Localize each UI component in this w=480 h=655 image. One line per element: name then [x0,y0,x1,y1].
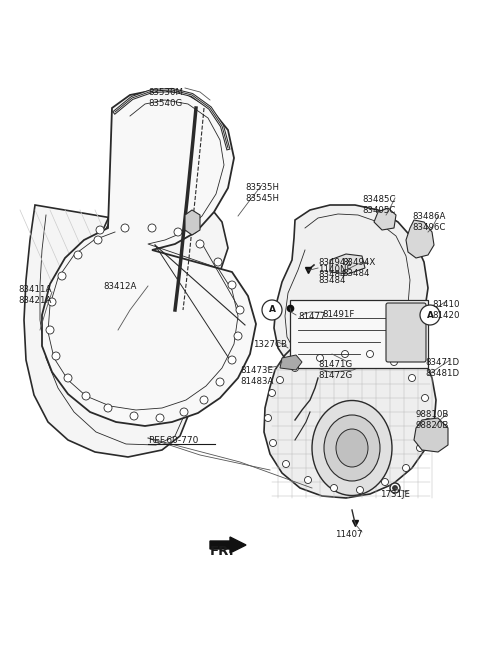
Text: 83530M
83540G: 83530M 83540G [148,88,183,108]
Text: REF.60-770: REF.60-770 [148,436,198,445]
FancyBboxPatch shape [98,328,128,342]
Circle shape [403,464,409,472]
Circle shape [420,305,440,325]
Circle shape [156,414,164,422]
Polygon shape [42,90,256,426]
Circle shape [391,358,397,365]
Circle shape [304,476,312,483]
Circle shape [390,483,400,493]
Circle shape [196,240,204,248]
Circle shape [121,224,129,232]
Circle shape [64,374,72,382]
Text: A: A [427,310,433,320]
Circle shape [264,415,272,422]
Text: FR.: FR. [210,545,235,558]
Text: 98810B
98820B: 98810B 98820B [415,410,448,430]
Text: 1327CB: 1327CB [253,340,287,349]
Polygon shape [414,418,448,452]
Circle shape [180,408,188,416]
Circle shape [382,479,388,485]
Text: 11407: 11407 [335,530,362,539]
Circle shape [408,375,416,381]
Circle shape [357,487,363,493]
Polygon shape [280,355,302,370]
Text: 83494X
83484: 83494X 83484 [342,258,375,278]
Polygon shape [374,208,396,230]
Polygon shape [406,220,434,258]
Text: A: A [268,305,276,314]
Circle shape [424,419,432,426]
Text: 83535H
83545H: 83535H 83545H [245,183,279,203]
Circle shape [58,272,66,280]
Text: 81477: 81477 [298,312,325,321]
Text: 81471G
81472G: 81471G 81472G [318,360,352,380]
Circle shape [341,350,348,358]
Circle shape [421,394,429,402]
Circle shape [291,364,299,371]
Polygon shape [185,210,200,235]
Ellipse shape [324,415,380,481]
Circle shape [94,236,102,244]
Circle shape [234,332,242,340]
Circle shape [331,485,337,491]
Circle shape [130,412,138,420]
Circle shape [74,251,82,259]
Circle shape [48,298,56,306]
Circle shape [393,485,397,491]
Circle shape [46,326,54,334]
Circle shape [262,300,282,320]
Text: 81491F: 81491F [322,310,354,319]
Ellipse shape [312,400,392,495]
Circle shape [276,377,284,383]
Text: 81410
81420: 81410 81420 [432,300,459,320]
Text: 83412A: 83412A [103,282,136,291]
Circle shape [82,392,90,400]
Circle shape [214,258,222,266]
Text: 83484: 83484 [318,270,346,279]
Text: 83486A
83496C: 83486A 83496C [412,212,445,232]
Circle shape [283,460,289,468]
Circle shape [104,404,112,412]
Circle shape [228,281,236,289]
Polygon shape [264,322,436,498]
Circle shape [52,352,60,360]
Text: 1140NF
83484: 1140NF 83484 [318,265,351,285]
Circle shape [200,396,208,404]
Text: 83411A
83421A: 83411A 83421A [18,285,51,305]
FancyBboxPatch shape [386,303,426,362]
Polygon shape [24,188,228,457]
Text: 81473E
81483A: 81473E 81483A [240,366,274,386]
Text: 83494X: 83494X [318,258,351,267]
Circle shape [268,390,276,396]
Polygon shape [330,254,365,274]
Polygon shape [274,205,428,384]
Circle shape [174,228,182,236]
Text: 1731JE: 1731JE [380,490,410,499]
Circle shape [367,350,373,358]
Circle shape [228,356,236,364]
Circle shape [417,445,423,451]
Ellipse shape [336,429,368,467]
FancyBboxPatch shape [290,300,428,368]
Circle shape [236,306,244,314]
Circle shape [269,440,276,447]
Circle shape [96,226,104,234]
Polygon shape [210,537,246,553]
Circle shape [148,224,156,232]
Circle shape [316,354,324,362]
Circle shape [216,378,224,386]
Text: 83485C
83495C: 83485C 83495C [362,195,396,215]
Text: 83471D
83481D: 83471D 83481D [425,358,459,378]
